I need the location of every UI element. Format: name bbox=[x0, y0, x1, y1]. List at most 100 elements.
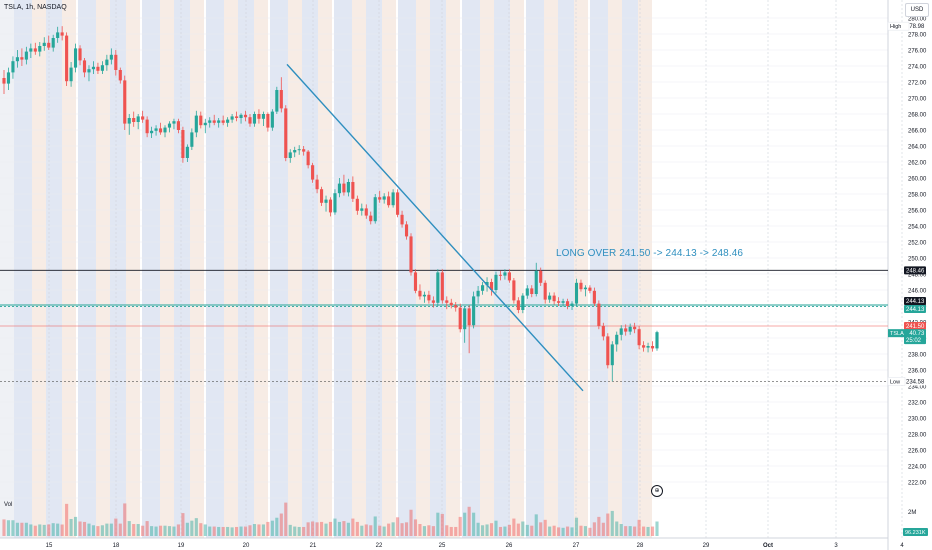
volume-last-box bbox=[903, 528, 928, 536]
volume-bar bbox=[463, 512, 467, 536]
candle-body bbox=[561, 301, 565, 303]
price-label-value: 278.98 bbox=[906, 24, 925, 30]
candle-body bbox=[543, 282, 547, 300]
candle-body bbox=[498, 274, 503, 276]
x-tick-label: 4 bbox=[900, 543, 904, 549]
y-tick-label: 224.00 bbox=[908, 465, 927, 471]
candle-body bbox=[489, 282, 494, 290]
afterhours-band bbox=[510, 0, 524, 538]
grid-lines bbox=[0, 0, 903, 550]
candle-body bbox=[243, 114, 248, 118]
candle-body bbox=[172, 121, 176, 124]
x-tick-label: 28 bbox=[637, 543, 644, 549]
candle-body bbox=[319, 189, 324, 203]
volume-bar bbox=[288, 524, 292, 536]
premarket-band bbox=[110, 0, 126, 538]
volume-bar bbox=[190, 520, 194, 536]
x-tick-label: 22 bbox=[376, 543, 383, 549]
candle-body bbox=[650, 346, 655, 349]
volume-bar bbox=[619, 524, 623, 536]
volume-bar bbox=[91, 525, 96, 536]
scroll-to-realtime-button[interactable]: ⊕ bbox=[651, 485, 663, 497]
afterhours-band bbox=[126, 0, 140, 538]
afterhours-band bbox=[446, 0, 460, 538]
candle-body bbox=[311, 165, 315, 180]
session-band bbox=[0, 0, 14, 538]
candle-body bbox=[445, 300, 449, 303]
premarket-band bbox=[366, 0, 382, 538]
volume-bar bbox=[364, 524, 368, 536]
volume-bar bbox=[418, 524, 422, 536]
volume-bar bbox=[150, 526, 154, 536]
candle-body bbox=[105, 59, 109, 66]
candle-body bbox=[333, 193, 337, 213]
price-label-tag: Low bbox=[890, 379, 900, 385]
candle-body bbox=[525, 288, 529, 296]
volume-bar bbox=[24, 522, 28, 536]
candle-body bbox=[239, 114, 243, 118]
volume-bar bbox=[525, 524, 529, 536]
volume-bar bbox=[422, 526, 426, 536]
candle-body bbox=[570, 303, 574, 306]
currency-button[interactable]: USD bbox=[905, 3, 929, 17]
candle-body bbox=[167, 123, 172, 128]
candle-body bbox=[248, 117, 252, 124]
candle-body bbox=[373, 197, 377, 222]
volume-bar bbox=[235, 526, 239, 536]
volume-bar bbox=[65, 503, 69, 536]
volume-bar bbox=[440, 513, 444, 536]
candle-body bbox=[284, 108, 288, 158]
y-tick-label: 274.00 bbox=[908, 65, 927, 71]
premarket-band bbox=[46, 0, 62, 538]
volume-bar bbox=[427, 525, 431, 536]
premarket-band bbox=[494, 0, 510, 538]
y-tick-label: 270.00 bbox=[908, 97, 927, 103]
candle-body bbox=[633, 326, 637, 330]
volume-bar bbox=[29, 524, 33, 536]
volume-bar bbox=[145, 521, 149, 536]
volume-bar bbox=[127, 521, 131, 536]
candle-body bbox=[436, 272, 440, 303]
candle-body bbox=[203, 122, 207, 126]
candle-body bbox=[507, 272, 511, 281]
premarket-band bbox=[14, 0, 32, 538]
candle-body bbox=[230, 116, 234, 120]
candle-body bbox=[422, 294, 426, 297]
candle-body bbox=[467, 308, 471, 326]
candle-body bbox=[257, 114, 261, 119]
x-tick-label: 18 bbox=[113, 543, 120, 549]
price-label-value: 244.13 bbox=[906, 299, 925, 305]
afterhours-band bbox=[382, 0, 396, 538]
volume-bar bbox=[185, 522, 189, 536]
candle-body bbox=[530, 288, 534, 294]
trendline bbox=[286, 63, 584, 392]
candle-body bbox=[400, 214, 404, 225]
volume-bar bbox=[565, 526, 570, 536]
volume-bar bbox=[655, 521, 659, 536]
candle-body bbox=[606, 336, 610, 366]
volume-bar bbox=[96, 526, 100, 536]
candle-body bbox=[47, 42, 51, 48]
volume-bar bbox=[574, 517, 579, 536]
volume-bar bbox=[650, 526, 655, 536]
afterhours-band bbox=[608, 0, 622, 538]
volume-bar bbox=[47, 524, 51, 536]
x-tick-label: 3 bbox=[834, 543, 838, 549]
candle-body bbox=[387, 196, 391, 206]
volume-bar bbox=[633, 526, 637, 536]
candle-body bbox=[136, 116, 140, 122]
volume-bar bbox=[6, 520, 11, 536]
candle-body bbox=[427, 294, 431, 301]
volume-bar bbox=[293, 526, 297, 536]
candles bbox=[2, 26, 659, 382]
price-label-box bbox=[904, 266, 926, 275]
x-tick-label: Oct bbox=[763, 543, 773, 549]
candle-body bbox=[346, 182, 350, 193]
afterhours-band bbox=[288, 0, 302, 538]
volume-bar bbox=[333, 518, 337, 536]
candle-body bbox=[127, 118, 131, 124]
candle-body bbox=[610, 344, 614, 366]
candle-body bbox=[2, 78, 6, 84]
candle-body bbox=[557, 301, 561, 303]
